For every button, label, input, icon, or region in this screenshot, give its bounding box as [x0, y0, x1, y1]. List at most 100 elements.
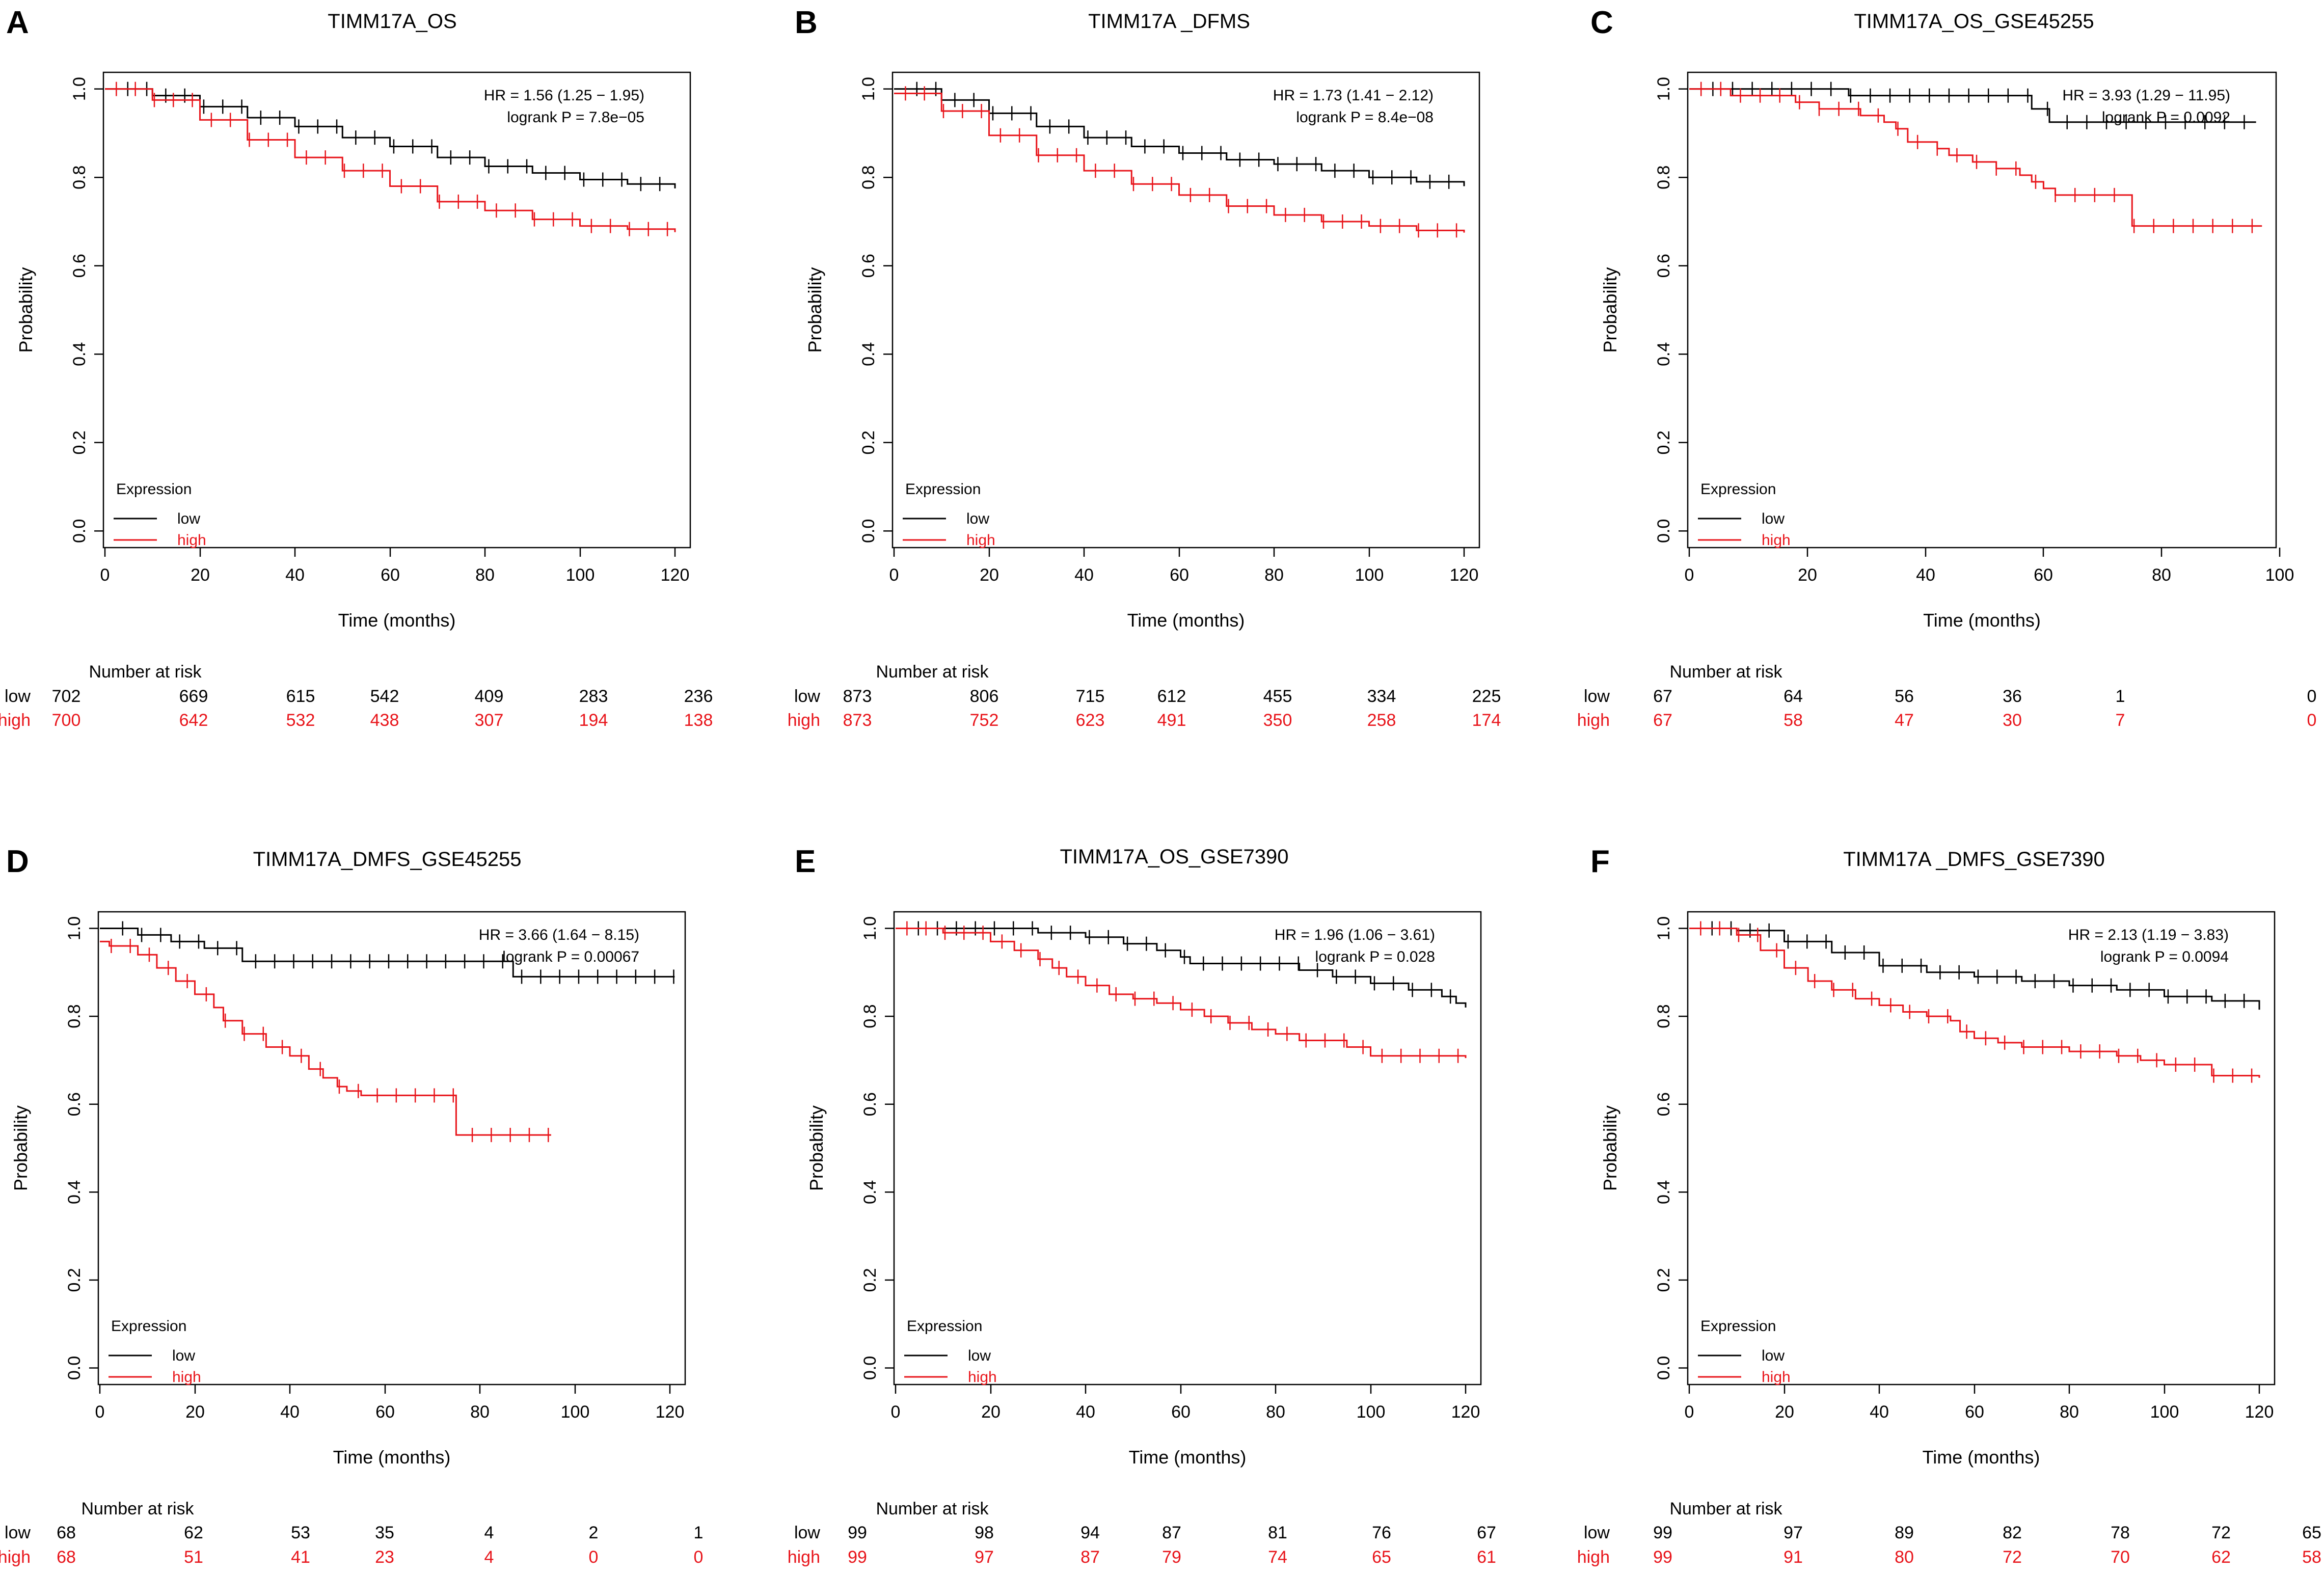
risk-count-low: 67	[1653, 687, 1672, 706]
series-high	[1689, 82, 2262, 233]
x-tick-label: 0	[1685, 1402, 1694, 1422]
x-tick-label: 40	[1916, 565, 1935, 585]
risk-count-high: 97	[975, 1548, 994, 1567]
plot-frame	[1687, 71, 2277, 549]
y-tick-label: 0.6	[859, 254, 878, 278]
x-axis: 0 20 40 60 80 100 120	[95, 1385, 685, 1422]
y-tick-label: 0.0	[1654, 519, 1673, 543]
x-axis: 0 20 40 60 80 100 120	[100, 548, 690, 585]
risk-row-label-high: high	[1577, 1548, 1610, 1567]
risk-count-high: 74	[1268, 1548, 1287, 1567]
risk-count-high: 67	[1653, 711, 1672, 730]
y-axis-label: Probability	[804, 267, 825, 352]
chart-title: TIMM17A_OS_GSE7390	[1060, 846, 1288, 868]
y-tick-label: 0.0	[70, 519, 89, 543]
risk-count-high: 7	[2116, 711, 2125, 730]
panel-letter: F	[1590, 844, 1610, 879]
risk-count-high: 4	[484, 1548, 494, 1567]
risk-count-low: 702	[52, 687, 81, 706]
risk-count-high: 258	[1367, 711, 1396, 730]
series-high	[896, 921, 1467, 1063]
y-tick-label: 0.0	[859, 519, 878, 543]
y-axis-label: Probability	[1600, 267, 1620, 352]
x-tick-label: 80	[475, 565, 495, 585]
x-tick-label: 20	[981, 1402, 1001, 1422]
y-tick-label: 1.0	[859, 77, 878, 101]
risk-count-low: 1	[694, 1523, 704, 1542]
plot-frame	[891, 71, 1480, 549]
x-tick-label: 0	[1685, 565, 1694, 585]
x-tick-label: 40	[1870, 1402, 1889, 1422]
risk-count-high: 58	[2302, 1548, 2321, 1567]
series-high	[894, 86, 1465, 238]
y-tick-label: 0.8	[1654, 166, 1673, 189]
y-axis-label: Probability	[15, 267, 36, 352]
risk-count-low: 67	[1477, 1523, 1496, 1542]
legend-label-high: high	[966, 532, 995, 549]
x-tick-label: 120	[1451, 1402, 1480, 1422]
x-tick-label: 80	[470, 1402, 490, 1422]
risk-count-low: 81	[1268, 1523, 1287, 1542]
y-axis-label: Probability	[806, 1105, 827, 1191]
risk-count-low: 334	[1367, 687, 1396, 706]
risk-table: Number at risk low high 68 62 53 35 4 2 1 68 51 41 23…	[0, 1499, 703, 1567]
km-panel-b: B TIMM17A _DFMS 0 20 40 60 80 100 120 Time (month…	[788, 5, 1501, 730]
chart-title: TIMM17A_OS	[328, 10, 456, 33]
x-tick-label: 100	[1355, 565, 1384, 585]
y-tick-label: 0.4	[859, 342, 878, 366]
survival-curve-low	[1689, 88, 2256, 123]
legend-label-low: low	[172, 1347, 195, 1364]
x-tick-label: 120	[661, 565, 690, 585]
x-tick-label: 40	[1076, 1402, 1095, 1422]
panel-letter: C	[1590, 5, 1613, 40]
x-tick-label: 100	[2265, 565, 2294, 585]
risk-row-label-high: high	[788, 711, 820, 730]
risk-table: Number at risk low high 99 98 94 87 81 76 67 99 97 8…	[788, 1499, 1496, 1567]
y-tick-label: 0.2	[70, 430, 89, 454]
risk-count-low: 72	[2211, 1523, 2231, 1542]
risk-table: Number at risk low high 702 669 615 542 409 283 2…	[0, 662, 713, 730]
y-tick-label: 0.0	[860, 1356, 880, 1380]
y-tick-label: 1.0	[70, 77, 89, 101]
plot-frame	[97, 911, 686, 1386]
y-tick-label: 0.6	[70, 254, 89, 278]
legend-title: Expression	[905, 481, 981, 498]
x-axis-label: Time (months)	[1129, 1447, 1247, 1468]
risk-count-high: 79	[1162, 1548, 1181, 1567]
y-tick-label: 0.4	[1654, 342, 1673, 366]
km-panel-f: F TIMM17A _DMFS_GSE7390 0 20 40 60 80 100 120 Tim…	[1577, 844, 2321, 1567]
x-tick-label: 0	[891, 1402, 901, 1422]
x-tick-label: 60	[381, 565, 400, 585]
series-low	[100, 921, 675, 984]
y-tick-label: 0.2	[1654, 1268, 1673, 1292]
x-tick-label: 60	[2034, 565, 2053, 585]
survival-curve-high	[894, 92, 1465, 233]
risk-count-high: 623	[1076, 711, 1105, 730]
legend-title: Expression	[111, 1318, 186, 1335]
hr-annotation: HR = 3.93 (1.29 − 11.95)	[2062, 87, 2230, 104]
x-tick-label: 120	[656, 1402, 685, 1422]
y-axis: 0.0 0.2 0.4 0.6 0.8 1.0	[1654, 77, 1688, 543]
risk-table-header: Number at risk	[89, 662, 202, 682]
y-tick-label: 0.2	[65, 1268, 84, 1292]
risk-count-high: 80	[1895, 1548, 1914, 1567]
y-tick-label: 1.0	[860, 916, 880, 940]
risk-count-high: 307	[475, 711, 504, 730]
plot-frame	[1687, 911, 2276, 1386]
x-axis-label: Time (months)	[1923, 1447, 2040, 1468]
y-tick-label: 0.6	[1654, 254, 1673, 278]
x-axis-label: Time (months)	[1127, 610, 1245, 631]
risk-count-high: 99	[1653, 1548, 1672, 1567]
legend-label-low: low	[1762, 1347, 1785, 1364]
risk-count-low: 873	[843, 687, 872, 706]
x-tick-label: 60	[1965, 1402, 1984, 1422]
risk-count-high: 51	[184, 1548, 203, 1567]
survival-curve-high	[896, 927, 1467, 1059]
y-tick-label: 1.0	[1654, 77, 1673, 101]
risk-count-low: 669	[179, 687, 208, 706]
y-tick-label: 0.2	[1654, 430, 1673, 454]
risk-count-high: 87	[1080, 1548, 1100, 1567]
risk-table: Number at risk low high 873 806 715 612 455 334 2…	[788, 662, 1501, 730]
